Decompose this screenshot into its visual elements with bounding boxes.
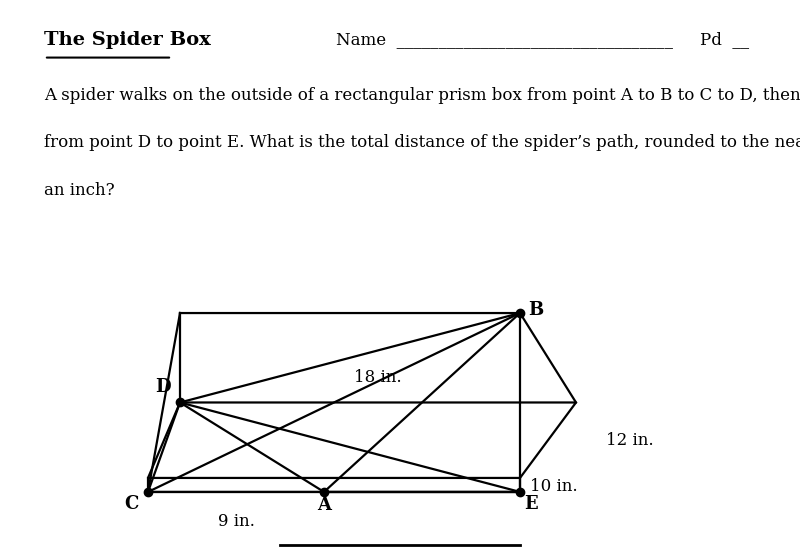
Text: an inch?: an inch? <box>44 182 114 198</box>
Text: A spider walks on the outside of a rectangular prism box from point A to B to C : A spider walks on the outside of a recta… <box>44 87 800 103</box>
Text: 9 in.: 9 in. <box>218 513 254 530</box>
Text: 18 in.: 18 in. <box>354 369 402 386</box>
Text: C: C <box>124 495 138 513</box>
Text: from point D to point E. What is the total distance of the spider’s path, rounde: from point D to point E. What is the tot… <box>44 134 800 151</box>
Text: B: B <box>528 301 543 319</box>
Text: D: D <box>154 378 170 396</box>
Text: E: E <box>524 495 538 513</box>
Text: Name  _________________________________: Name _________________________________ <box>336 31 673 48</box>
Text: Pd  __: Pd __ <box>700 31 749 48</box>
Text: The Spider Box: The Spider Box <box>44 31 210 49</box>
Text: A: A <box>317 496 331 514</box>
Text: 12 in.: 12 in. <box>606 432 654 449</box>
Text: 10 in.: 10 in. <box>530 478 578 495</box>
